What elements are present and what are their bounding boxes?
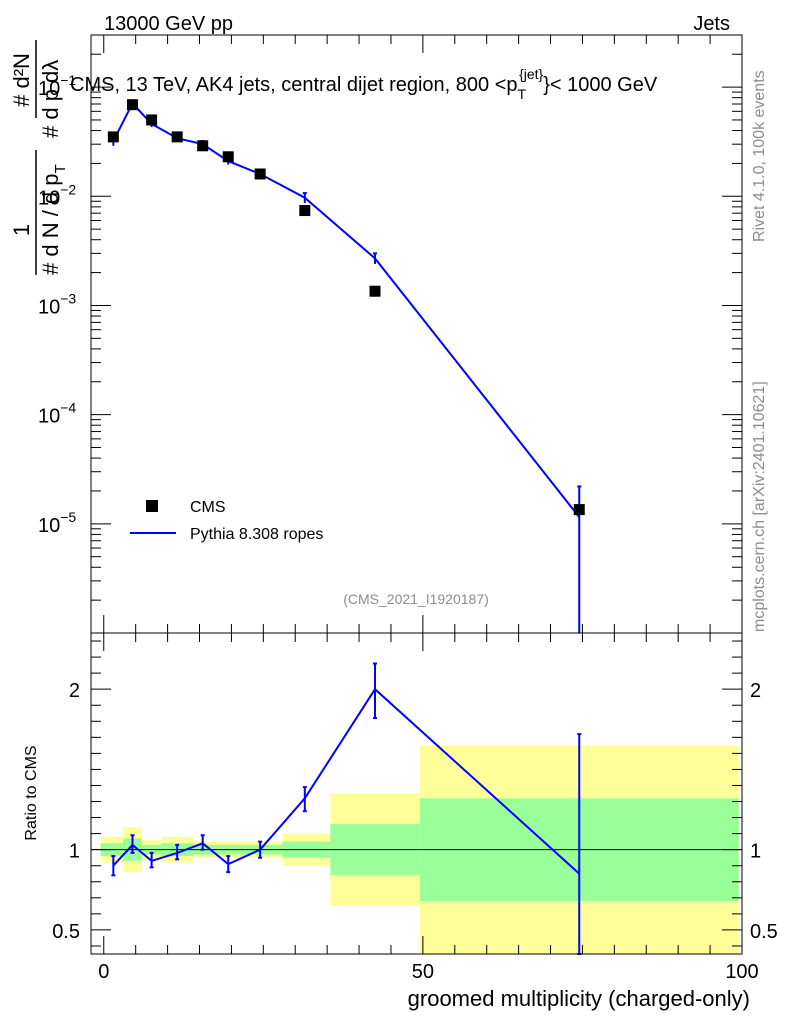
cms-data-point xyxy=(197,140,209,152)
ratio-pythia-error-bars xyxy=(111,662,582,955)
cms-data-point xyxy=(222,151,234,163)
legend-cms-marker xyxy=(146,500,158,512)
ratio-axis-ticks xyxy=(91,633,743,954)
ratio-y-tick-label-right: 0.5 xyxy=(750,921,778,943)
ratio-y-tick-labels: 0.5 0.5 1 1 2 2 xyxy=(52,680,778,943)
main-y-tick-label: 10−1 xyxy=(38,72,76,100)
main-y-tick-label: 10−2 xyxy=(38,181,76,209)
cms-data-point xyxy=(171,131,183,143)
cms-data-point xyxy=(254,168,266,180)
ylabel-denominator: # d N / d pT xyxy=(38,164,69,275)
ratio-frame xyxy=(90,632,743,955)
x-tick-label: 0 xyxy=(98,961,109,983)
cms-data-point xyxy=(573,504,585,516)
chart-title-sup: {jet} xyxy=(519,66,543,82)
main-frame xyxy=(90,34,743,634)
ratio-y-axis-label: Ratio to CMS xyxy=(23,745,40,840)
ratio-y-tick-label-left: 0.5 xyxy=(52,921,80,943)
ratio-panel: 0.5 0.5 1 1 2 2 0 50 100 Ratio to CMS groomed m… xyxy=(23,632,778,1011)
cms-data-point xyxy=(369,285,381,297)
analysis-id-label: (CMS_2021_I1920187) xyxy=(343,591,489,607)
main-y-tick-labels: 10−1 10−2 10−3 10−4 10−5 xyxy=(38,72,76,537)
ylabel-rhs-bot-text: # d p dλ xyxy=(38,60,63,138)
rivet-version-label: Rivet 4.1.0, 100k events xyxy=(751,70,768,242)
cms-data-point xyxy=(146,114,158,126)
header-jets-label: Jets xyxy=(693,13,730,35)
header-energy-label: 13000 GeV pp xyxy=(104,13,233,35)
cms-data-points xyxy=(107,99,585,516)
ylabel-den-text: # d N / d p xyxy=(38,173,63,275)
ratio-y-tick-label-left: 1 xyxy=(69,841,80,863)
ratio-pythia-curve xyxy=(112,687,580,875)
ratio-y-tick-label-right: 1 xyxy=(750,841,761,863)
ylabel-rhs-top: # d²N xyxy=(9,53,34,107)
main-y-tick-label: 10−5 xyxy=(38,509,76,537)
cms-data-point xyxy=(107,131,119,143)
x-tick-label: 100 xyxy=(725,961,758,983)
x-tick-label: 50 xyxy=(412,961,434,983)
pythia-curve xyxy=(112,101,581,518)
x-tick-labels: 0 50 100 xyxy=(98,961,758,983)
main-y-tick-label: 10−4 xyxy=(38,400,76,428)
main-axis-ticks xyxy=(91,35,743,634)
main-y-tick-label: 10−3 xyxy=(38,290,76,318)
legend-cms-label: CMS xyxy=(190,499,226,516)
ratio-y-tick-label-left: 2 xyxy=(69,680,80,702)
ylabel-den-sub: T xyxy=(52,164,69,173)
main-y-axis-label: 1 # d N / d pT # d²N # d p dλ xyxy=(9,40,69,275)
pythia-error-bars xyxy=(111,99,582,633)
ylabel-numerator: 1 xyxy=(9,224,34,236)
cms-data-point xyxy=(299,205,311,217)
legend: CMS Pythia 8.308 ropes xyxy=(130,499,323,543)
x-axis-label: groomed multiplicity (charged-only) xyxy=(408,986,750,1011)
cms-data-point xyxy=(126,99,138,111)
main-panel: 10−1 10−2 10−3 10−4 10−5 CMS, 13 TeV, AK4 je… xyxy=(9,34,743,634)
chart-title: CMS, 13 TeV, AK4 jets, central dijet reg… xyxy=(70,66,658,102)
chart-title-main: CMS, 13 TeV, AK4 jets, central dijet reg… xyxy=(70,74,518,96)
ratio-y-tick-label-right: 2 xyxy=(750,680,761,702)
chart-title-sub: T xyxy=(518,86,527,102)
mcplots-label: mcplots.cern.ch [arXiv:2401.10621] xyxy=(751,381,768,632)
ylabel-rhs-bottom: # d p dλ xyxy=(38,60,63,138)
chart-title-tail: }< 1000 GeV xyxy=(543,74,658,96)
legend-pythia-label: Pythia 8.308 ropes xyxy=(190,526,323,543)
